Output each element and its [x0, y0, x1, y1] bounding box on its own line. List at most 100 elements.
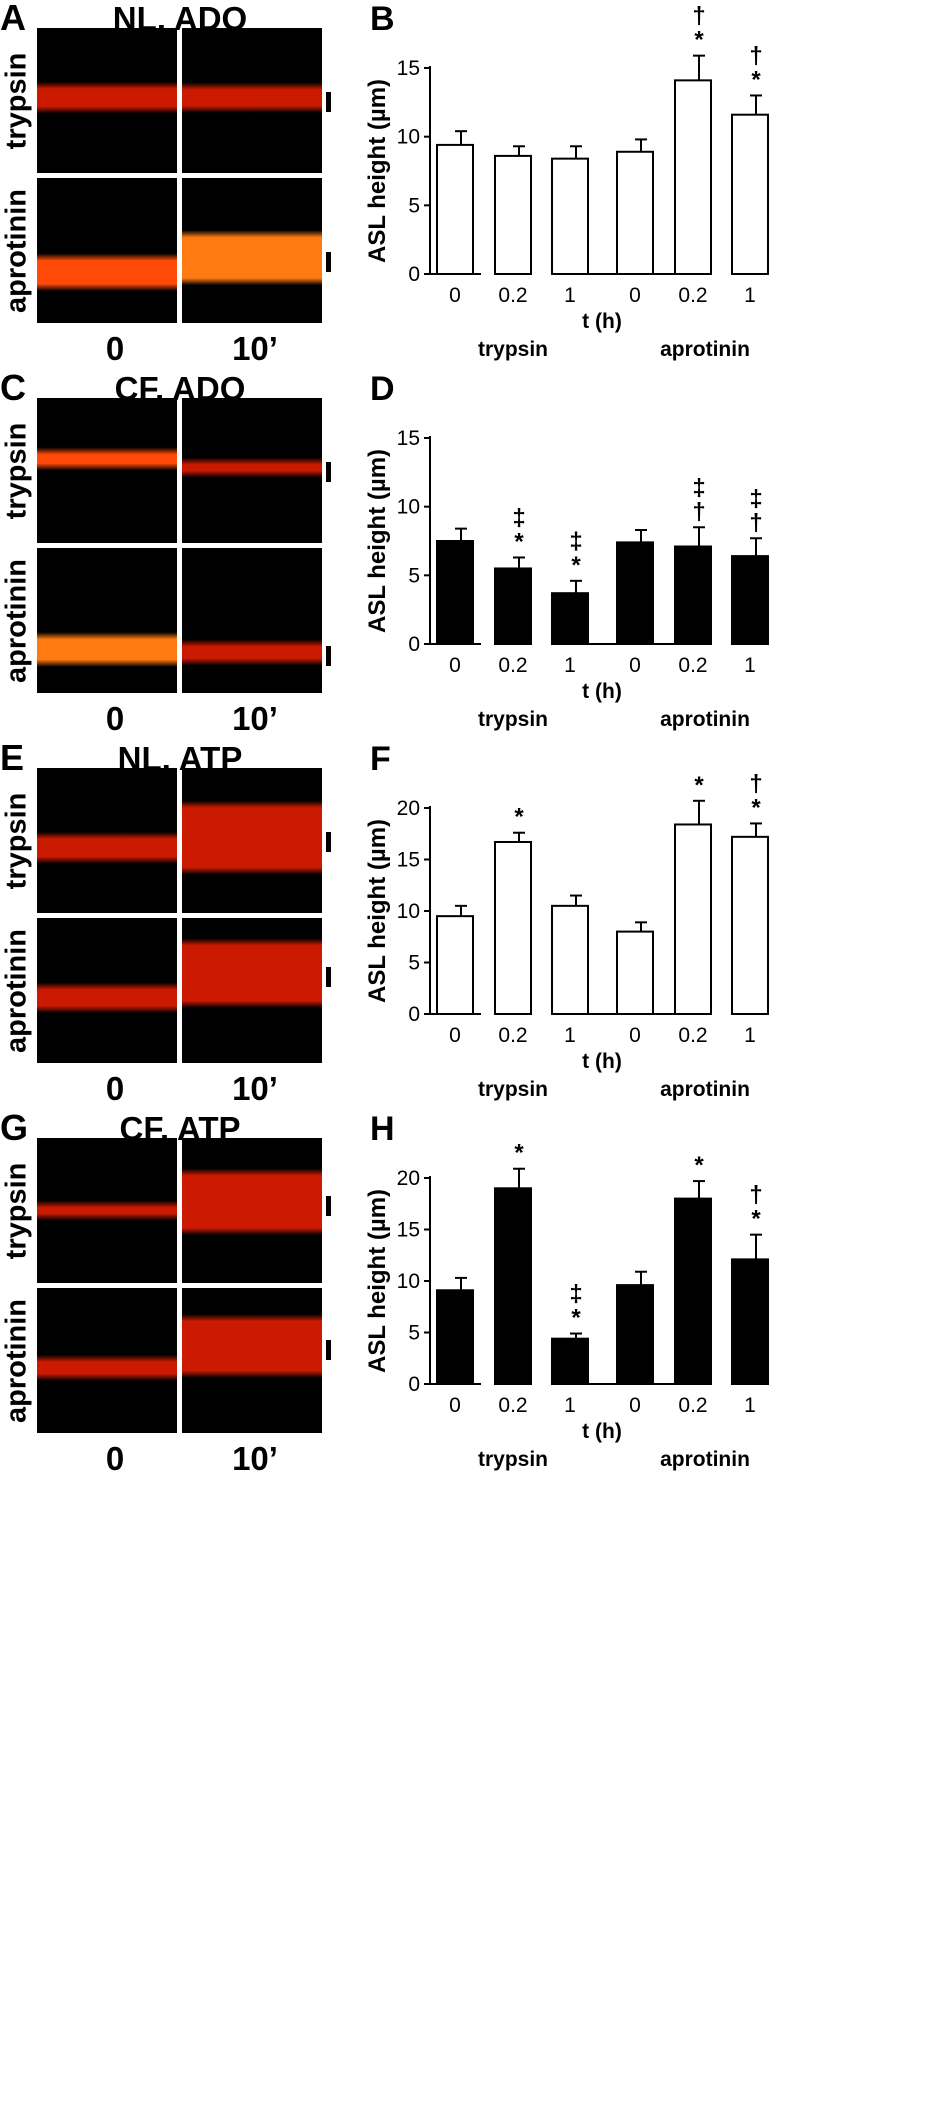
y-tick-label: 10: [397, 496, 420, 519]
x-tick-label: 0.2: [498, 1394, 527, 1417]
micrograph-image: [182, 178, 322, 323]
bar: [494, 1187, 532, 1385]
bar: [436, 1289, 474, 1386]
significance-marker: *: [571, 1305, 581, 1332]
bar: [616, 150, 654, 275]
group-label-trypsin: trypsin: [478, 338, 548, 361]
bar: [494, 567, 532, 645]
time-label: 0: [105, 700, 125, 737]
panel-letter: F: [370, 740, 391, 778]
y-axis-label: ASL height (µm): [364, 819, 391, 1003]
x-axis-label: t (h): [582, 680, 622, 703]
y-tick-label: 5: [408, 952, 420, 975]
micrograph-panel-g: G CF, ATP trypsin aprotinin 0 10’: [0, 1110, 340, 1477]
time-label: 0: [105, 330, 125, 367]
condition-label-aprotinin: aprotinin: [0, 558, 33, 683]
group-label-trypsin: trypsin: [478, 1078, 548, 1101]
significance-marker: ‡: [749, 485, 762, 512]
bar: [616, 930, 654, 1016]
y-tick-label: 5: [408, 564, 420, 587]
significance-marker: †: [749, 42, 762, 69]
bar: [731, 555, 769, 646]
micrograph-image: [182, 1138, 322, 1283]
bar: [551, 1337, 589, 1385]
x-tick-label: 0: [629, 654, 641, 677]
panel-letter: B: [370, 0, 395, 38]
group-label-aprotinin: aprotinin: [660, 708, 750, 731]
bar: [731, 1258, 769, 1385]
micrograph-image: [37, 918, 177, 1063]
significance-marker: †: [692, 498, 705, 525]
significance-marker: †: [749, 770, 762, 797]
x-axis-label: t (h): [582, 1420, 622, 1443]
x-tick-label: 0.2: [498, 654, 527, 677]
x-tick-label: 1: [744, 284, 756, 307]
time-label: 0: [105, 1070, 125, 1107]
condition-label-aprotinin: aprotinin: [0, 188, 33, 313]
x-tick-label: 1: [744, 1024, 756, 1047]
y-tick-label: 15: [397, 849, 420, 872]
bar: [674, 823, 712, 1016]
significance-marker: *: [514, 528, 524, 555]
significance-marker: *: [694, 772, 704, 799]
y-tick-label: 10: [397, 900, 420, 923]
scale-bar: [326, 461, 331, 482]
significance-marker: ‡: [512, 504, 525, 531]
x-tick-label: 0.2: [678, 284, 707, 307]
significance-marker: †: [749, 1182, 762, 1209]
y-axis-label: ASL height (µm): [364, 79, 391, 263]
panel-letter: A: [0, 0, 26, 38]
time-label: 10’: [232, 700, 278, 737]
x-tick-label: 1: [564, 1024, 576, 1047]
bar: [436, 915, 474, 1015]
micrograph-image: [37, 28, 177, 173]
y-tick-label: 5: [408, 194, 420, 217]
condition-label-aprotinin: aprotinin: [0, 1298, 33, 1423]
y-tick-label: 0: [408, 633, 420, 656]
x-tick-label: 0: [449, 284, 461, 307]
significance-marker: ‡: [692, 474, 705, 501]
significance-marker: *: [751, 1206, 761, 1233]
micrograph-panel-c: C CF, ADO trypsin aprotinin 0 10’: [0, 370, 340, 737]
time-label: 10’: [232, 1070, 278, 1107]
x-axis-label: t (h): [582, 1050, 622, 1073]
significance-marker: *: [514, 1140, 524, 1167]
x-tick-label: 1: [564, 1394, 576, 1417]
group-label-trypsin: trypsin: [478, 708, 548, 731]
bar: [494, 154, 532, 275]
scale-bar: [326, 831, 331, 852]
scale-bar: [326, 1195, 331, 1216]
micrograph-image: [37, 398, 177, 543]
scale-bar: [326, 251, 331, 272]
significance-marker: ‡: [569, 1281, 582, 1308]
x-tick-label: 1: [564, 654, 576, 677]
significance-marker: *: [571, 552, 581, 579]
x-tick-label: 0.2: [498, 1024, 527, 1047]
x-tick-label: 1: [564, 284, 576, 307]
condition-label-trypsin: trypsin: [0, 1162, 33, 1259]
condition-label-trypsin: trypsin: [0, 792, 33, 889]
micrograph-panel-e: E NL, ATP trypsin aprotinin 0 10’: [0, 737, 340, 1107]
y-tick-label: 0: [408, 1003, 420, 1026]
x-tick-label: 1: [744, 1394, 756, 1417]
x-tick-label: 0.2: [678, 1394, 707, 1417]
panel-letter: E: [0, 737, 25, 778]
group-label-aprotinin: aprotinin: [660, 1078, 750, 1101]
y-tick-label: 15: [397, 427, 420, 450]
micrograph-image: [182, 768, 322, 913]
micrograph-image: [182, 1288, 322, 1433]
bar: [674, 79, 712, 275]
x-tick-label: 0.2: [678, 1024, 707, 1047]
micrograph-image: [37, 768, 177, 913]
x-tick-label: 0: [629, 1024, 641, 1047]
bar: [436, 540, 474, 645]
y-axis-label: ASL height (µm): [364, 1189, 391, 1373]
time-label: 0: [105, 1440, 125, 1477]
significance-marker: *: [514, 804, 524, 831]
x-axis-label: t (h): [582, 310, 622, 333]
x-tick-label: 0.2: [678, 654, 707, 677]
scale-bar: [326, 1340, 331, 1360]
